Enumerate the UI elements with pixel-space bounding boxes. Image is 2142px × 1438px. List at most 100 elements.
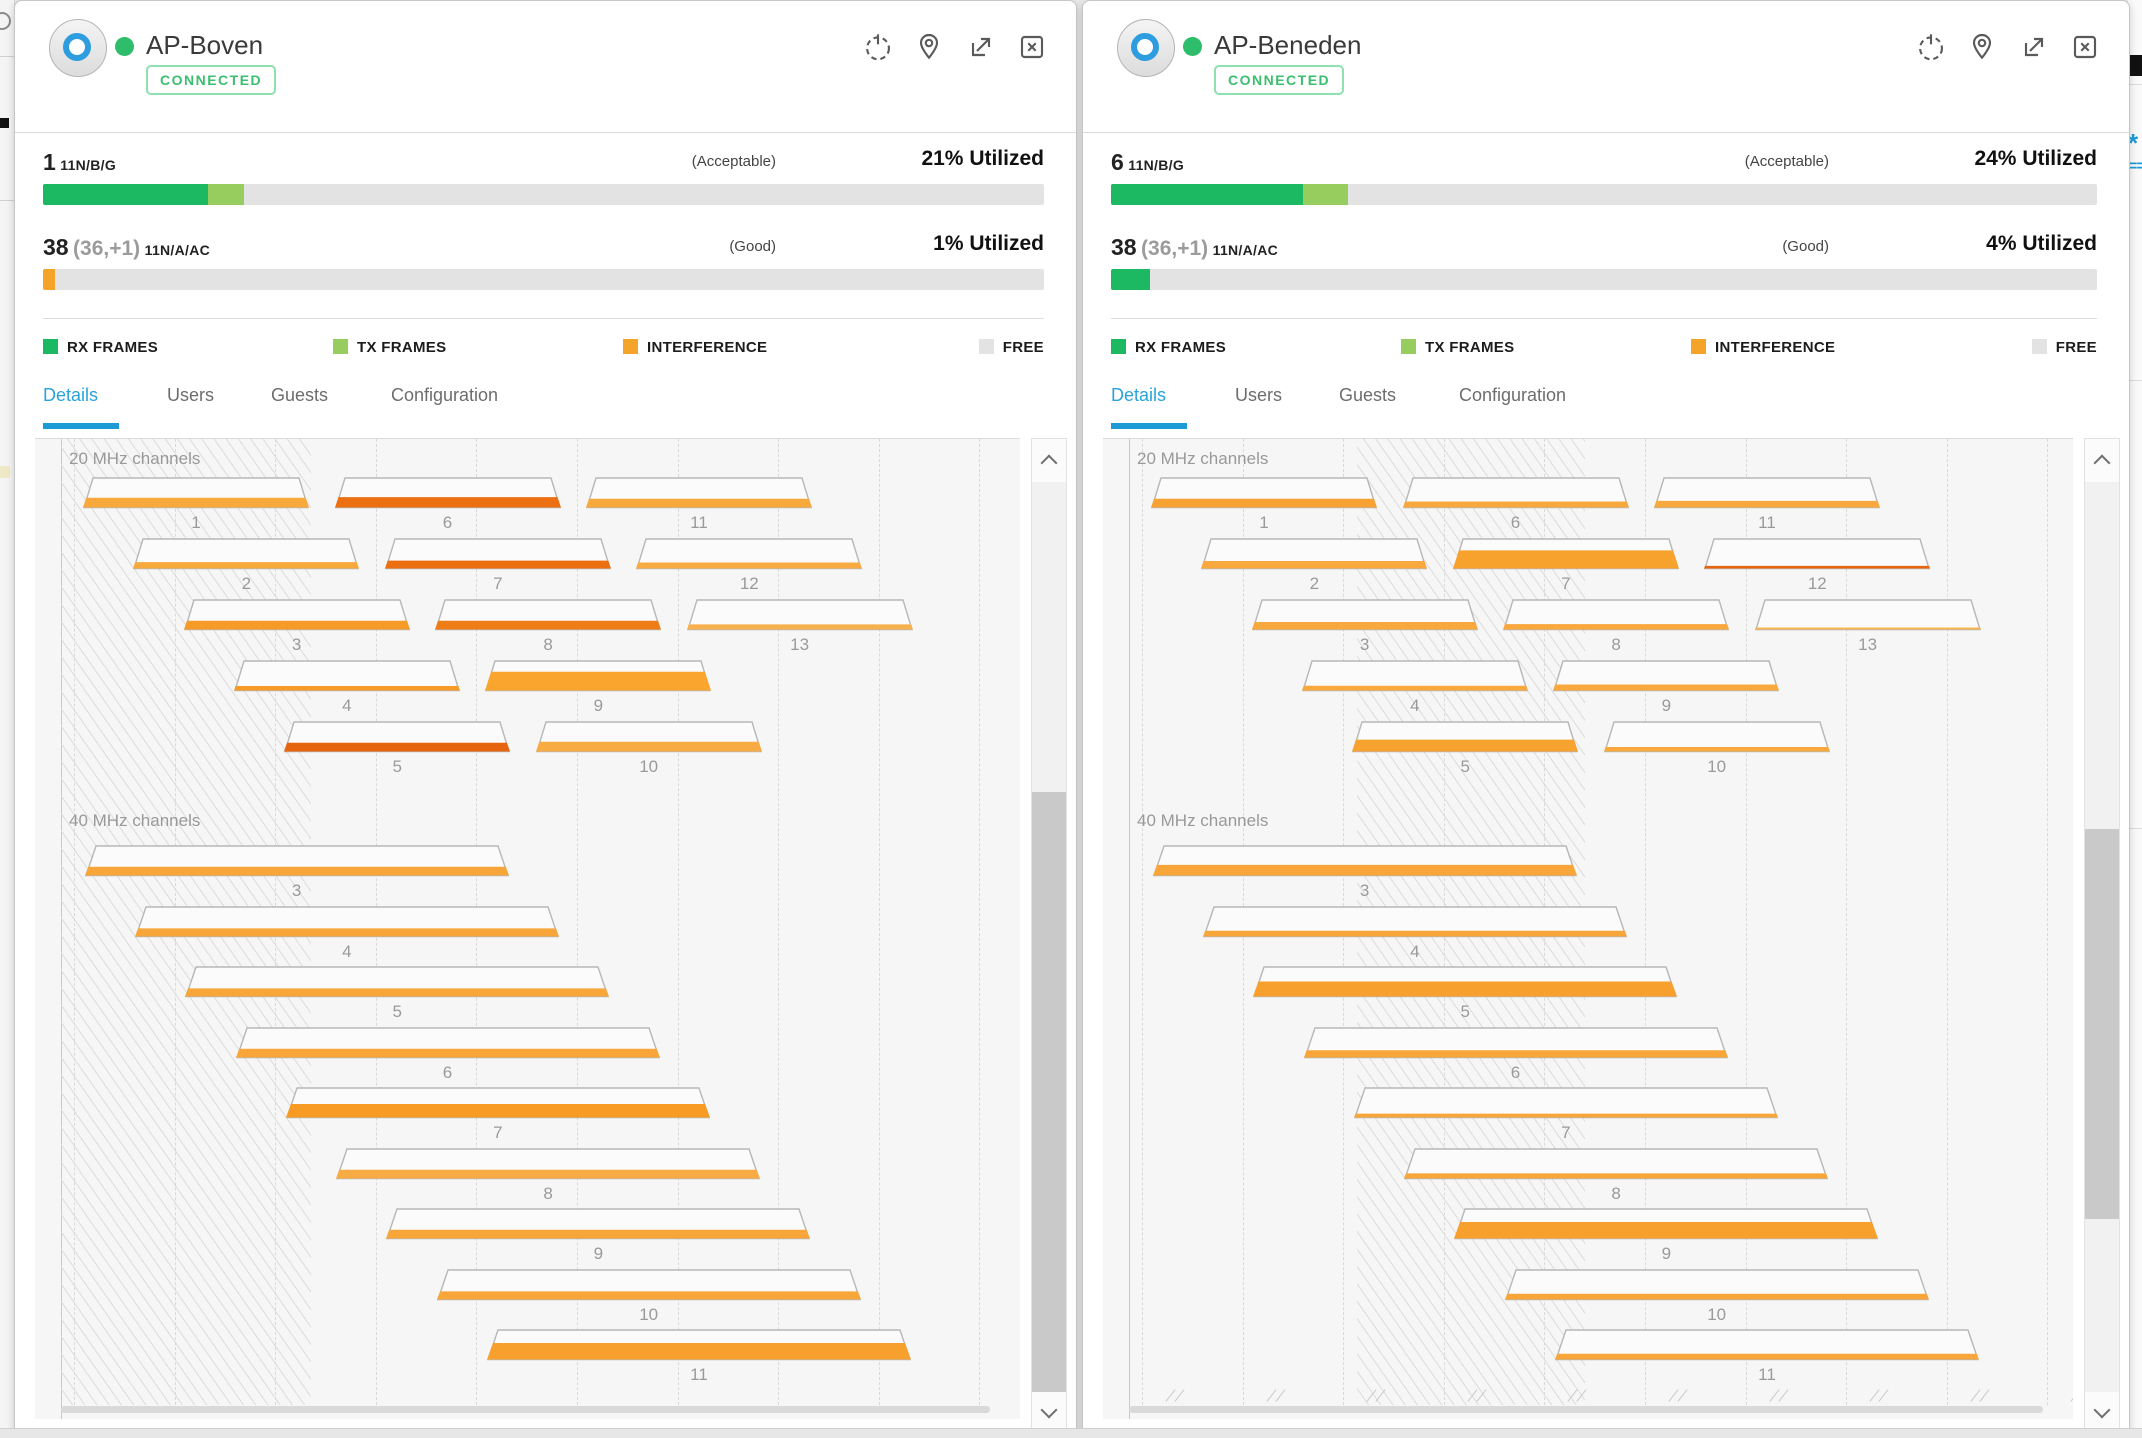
active-tab-underline (1111, 423, 1187, 429)
channel-label: 6 (442, 513, 453, 532)
channel-4-trapezoid (1202, 905, 1627, 942)
open-in-new-icon[interactable] (2018, 31, 2050, 63)
radio-band: 11N/A/AC (144, 242, 211, 258)
ap-name: AP-Beneden (1214, 30, 1362, 60)
channel-5-trapezoid (1253, 966, 1678, 1002)
channel-label: 4 (1410, 696, 1420, 715)
scrollbar-thumb[interactable] (1032, 792, 1066, 1392)
channel-label: 1 (191, 513, 201, 532)
channel-13-trapezoid (1754, 599, 1981, 635)
radio-utilized: 24% Utilized (1974, 147, 2097, 170)
open-in-new-icon[interactable] (965, 31, 997, 63)
vertical-scrollbar[interactable] (1031, 438, 1067, 1436)
tab-guests[interactable]: Guests (1339, 385, 1397, 405)
ap-panel: AP-Beneden CONNECTED 6 11N/B/G (Acceptab… (1082, 0, 2130, 1437)
channel-7-trapezoid (1452, 538, 1679, 574)
gridline (778, 439, 780, 1405)
restart-icon[interactable] (1915, 31, 1947, 63)
tab-users[interactable]: Users (1235, 385, 1283, 405)
locate-icon[interactable] (1966, 31, 1998, 63)
channel-label: 8 (1611, 1183, 1621, 1203)
divider (43, 318, 1044, 319)
scroll-up-button[interactable] (2085, 439, 2119, 482)
gridline (577, 439, 578, 1405)
utilization-bar-5g (43, 269, 1044, 290)
radio-row-5g: 38 (36,+1) 11N/A/AC (Good) 1% Utilized (43, 232, 1044, 260)
cutoff-mark (1778, 1389, 1789, 1402)
radio-channel: 38 (43, 234, 69, 260)
channel-label: 5 (392, 757, 402, 776)
channel-label: 5 (1460, 1002, 1470, 1021)
horizontal-scrollbar[interactable] (1129, 1406, 2043, 1413)
section-label: 40 MHz channels (1137, 811, 1269, 830)
tab-details[interactable]: Details (1111, 385, 1167, 405)
radio-channel: 6 (1111, 149, 1124, 175)
channel-6-trapezoid (1402, 477, 1629, 513)
legend-rx-frames: RX FRAMES (43, 339, 158, 359)
channel-9-trapezoid (386, 1208, 811, 1244)
channel-8-trapezoid (336, 1147, 761, 1184)
vertical-scrollbar[interactable] (2084, 438, 2120, 1436)
channel-label: 2 (241, 574, 252, 593)
restart-icon[interactable] (862, 31, 894, 63)
scroll-up-button[interactable] (1032, 439, 1066, 482)
channel-10-trapezoid (1603, 721, 1830, 757)
page-bottom-strip (0, 1428, 2142, 1438)
channel-label: 8 (1611, 635, 1621, 654)
channel-label: 3 (1359, 881, 1370, 900)
scrollbar-thumb[interactable] (2085, 829, 2119, 1219)
channel-8-trapezoid (1503, 599, 1730, 635)
cutoff-mark (1275, 1389, 1286, 1402)
channel-10-trapezoid (1504, 1268, 1929, 1305)
gridline (1946, 439, 1948, 1405)
active-tab-underline (43, 423, 119, 429)
channel-13-trapezoid (686, 599, 913, 635)
status-dot (1183, 37, 1202, 56)
channel-2-trapezoid (133, 538, 360, 574)
legend-interference: INTERFERENCE (1691, 339, 1835, 359)
section-label: 20 MHz channels (69, 449, 201, 468)
bar-segment-intf (43, 269, 55, 290)
channel-label: 8 (543, 1183, 553, 1203)
channel-12-trapezoid (1704, 538, 1931, 574)
scroll-down-button[interactable] (1032, 1392, 1066, 1435)
channel-utilization-chart: 20 MHz channels 1 2 3 4 5 6 7 8 9 10 11 … (1103, 438, 2073, 1419)
tab-configuration[interactable]: Configuration (1459, 385, 1567, 405)
locate-icon[interactable] (913, 31, 945, 63)
channel-12-trapezoid (636, 538, 863, 574)
radio-rating: (Good) (1782, 238, 1829, 255)
channel-label: 13 (790, 635, 810, 654)
scroll-down-button[interactable] (2085, 1392, 2119, 1435)
tab-users[interactable]: Users (167, 385, 215, 405)
channel-2-trapezoid (1201, 538, 1428, 574)
radio-row-5g: 38 (36,+1) 11N/A/AC (Good) 4% Utilized (1111, 232, 2097, 260)
tab-configuration[interactable]: Configuration (391, 385, 499, 405)
channel-label: 3 (291, 635, 302, 654)
channel-7-trapezoid (1353, 1087, 1778, 1123)
radio-rating: (Acceptable) (691, 153, 776, 170)
gridline (979, 439, 981, 1405)
section-label: 40 MHz channels (69, 811, 201, 830)
horizontal-scrollbar[interactable] (61, 1406, 990, 1413)
tab-guests[interactable]: Guests (271, 385, 329, 405)
status-badge: CONNECTED (1214, 65, 1345, 95)
bar-segment-rx (1111, 269, 1151, 290)
close-icon[interactable] (1016, 31, 1048, 63)
status-dot (115, 37, 134, 56)
close-icon[interactable] (2069, 31, 2101, 63)
cutoff-mark (1979, 1389, 1990, 1402)
cutoff-mark (1878, 1389, 1889, 1402)
cutoff-mark (1769, 1389, 1780, 1402)
legend-free: FREE (2031, 339, 2097, 359)
channel-label: 7 (493, 1123, 503, 1142)
channel-label: 9 (1661, 696, 1672, 715)
tab-details[interactable]: Details (43, 385, 99, 405)
channel-label: 7 (1561, 1123, 1571, 1142)
bar-segment-tx (1303, 184, 1348, 205)
channel-5-trapezoid (185, 966, 610, 1002)
channel-label: 3 (291, 881, 302, 900)
channel-label: 4 (342, 941, 352, 961)
radio-row-2g: 6 11N/B/G (Acceptable) 24% Utilized (1111, 147, 2097, 179)
channel-7-trapezoid (384, 538, 611, 574)
background-asterisk: * (2128, 128, 2139, 158)
